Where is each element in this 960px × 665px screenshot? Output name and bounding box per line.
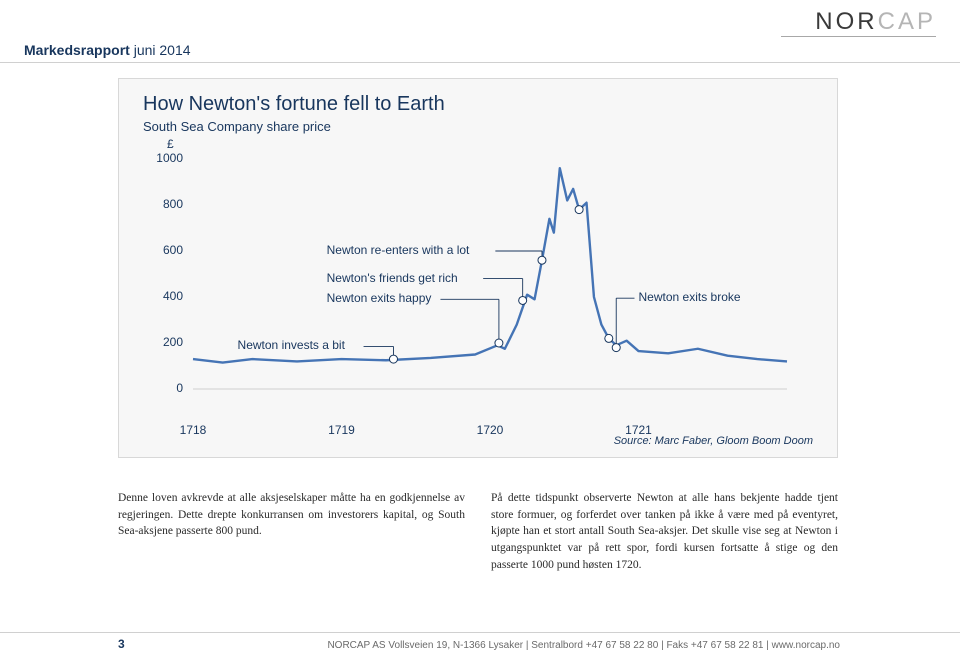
x-tick-1720: 1720 bbox=[470, 423, 510, 437]
chart-card: How Newton's fortune fell to Earth South… bbox=[118, 78, 838, 458]
y-tick-800: 800 bbox=[149, 197, 183, 211]
brand-nor: NOR bbox=[815, 8, 877, 35]
chart-annotation: Newton's friends get rich bbox=[327, 271, 458, 285]
chart-area: 020040060080010001718171917201721Newton … bbox=[157, 155, 797, 415]
report-header-bold: Markedsrapport bbox=[24, 42, 130, 58]
chart-annotation: Newton exits broke bbox=[639, 290, 741, 304]
brand-underline bbox=[781, 36, 936, 37]
x-tick-1719: 1719 bbox=[322, 423, 362, 437]
chart-subtitle: South Sea Company share price bbox=[143, 119, 331, 134]
chart-title: How Newton's fortune fell to Earth bbox=[143, 93, 445, 116]
body-text: Denne loven avkrevde at alle aksjeselska… bbox=[118, 490, 838, 573]
y-tick-200: 200 bbox=[149, 335, 183, 349]
brand-cap: CAP bbox=[878, 8, 936, 35]
chart-annotation: Newton invests a bit bbox=[238, 338, 345, 352]
y-tick-600: 600 bbox=[149, 243, 183, 257]
brand-logo: NORCAP bbox=[815, 8, 936, 36]
body-col-2: På dette tidspunkt observerte Newton at … bbox=[491, 490, 838, 573]
y-tick-400: 400 bbox=[149, 289, 183, 303]
chart-source: Source: Marc Faber, Gloom Boom Doom bbox=[614, 435, 813, 447]
chart-svg bbox=[157, 155, 797, 415]
footer-text: NORCAP AS Vollsveien 19, N-1366 Lysaker … bbox=[327, 640, 840, 651]
y-tick-1000: 1000 bbox=[149, 151, 183, 165]
y-tick-0: 0 bbox=[149, 381, 183, 395]
report-header: Markedsrapport juni 2014 bbox=[24, 42, 191, 58]
footer-rule bbox=[0, 632, 960, 633]
chart-ylabel: £ bbox=[167, 137, 174, 151]
page-number: 3 bbox=[118, 637, 125, 651]
chart-annotation: Newton re-enters with a lot bbox=[327, 243, 470, 257]
body-col-1: Denne loven avkrevde at alle aksjeselska… bbox=[118, 490, 465, 573]
chart-annotation: Newton exits happy bbox=[327, 291, 432, 305]
report-header-light: juni 2014 bbox=[134, 42, 191, 58]
x-tick-1718: 1718 bbox=[173, 423, 213, 437]
header-rule bbox=[0, 62, 960, 63]
